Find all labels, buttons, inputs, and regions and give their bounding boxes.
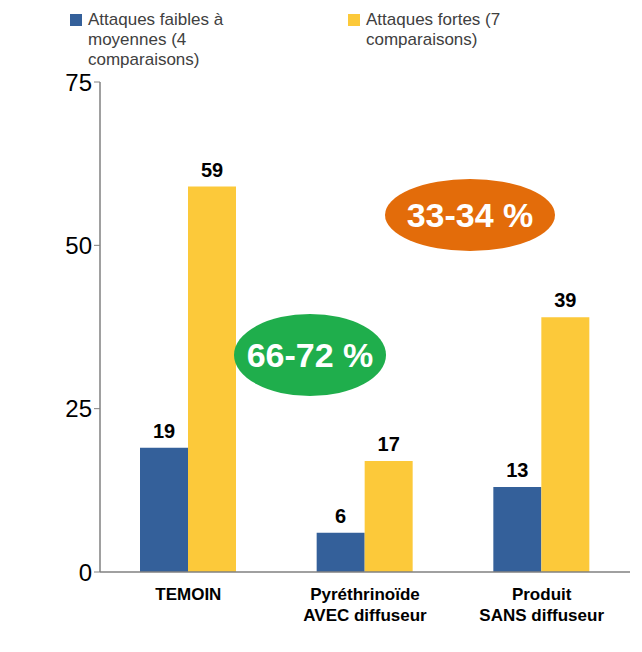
svg-text:13: 13: [506, 459, 528, 481]
svg-text:19: 19: [153, 420, 175, 442]
html-text:33-34 %: 33-34 %: [406, 195, 534, 234]
svg-text:17: 17: [378, 433, 400, 455]
svg-text:25: 25: [65, 395, 92, 422]
html-text:Attaques fortes (7 comparaison: Attaques fortes (7 comparaisons): [366, 10, 501, 49]
html-text:66-72 %: 66-72 %: [246, 335, 374, 374]
html-text:Attaques faibles à moyennes (4: Attaques faibles à moyennes (4 comparais…: [88, 10, 224, 69]
svg-text:75: 75: [65, 69, 92, 96]
svg-text:Produit: Produit: [512, 585, 572, 604]
svg-text:TEMOIN: TEMOIN: [155, 585, 221, 604]
svg-text:SANS diffuseur: SANS diffuseur: [479, 606, 604, 625]
svg-text:AVEC diffuseur: AVEC diffuseur: [303, 606, 427, 625]
svg-text:39: 39: [554, 289, 576, 311]
svg-text:Pyréthrinoïde: Pyréthrinoïde: [310, 585, 420, 604]
svg-text:50: 50: [65, 232, 92, 259]
svg-text:6: 6: [335, 505, 346, 527]
svg-text:59: 59: [201, 159, 223, 181]
svg-text:0: 0: [79, 559, 92, 586]
